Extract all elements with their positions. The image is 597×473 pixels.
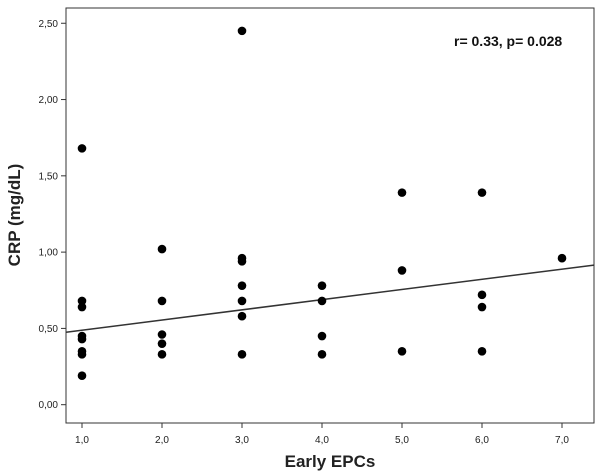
data-point [157, 330, 167, 339]
data-point [77, 371, 87, 381]
data-point [77, 334, 87, 344]
data-point [77, 296, 87, 306]
data-point [557, 253, 567, 263]
data-point [477, 346, 487, 356]
x-tick-label: 2,0 [155, 435, 169, 446]
regression-line [65, 264, 595, 333]
x-tick-label: 4,0 [315, 435, 329, 446]
data-point [317, 281, 327, 290]
data-point [237, 281, 247, 290]
data-point [397, 266, 407, 275]
data-point [237, 256, 247, 266]
data-point [237, 296, 247, 306]
y-axis-title: CRP (mg/dL) [5, 164, 24, 267]
y-tick-label: 0,50 [39, 324, 59, 335]
x-axis-title: Early EPCs [285, 452, 376, 471]
y-tick-label: 1,00 [39, 248, 59, 259]
y-tick-label: 2,50 [39, 19, 59, 30]
data-point [477, 302, 487, 312]
data-point [157, 339, 167, 348]
data-point [77, 144, 87, 153]
data-point [317, 331, 327, 341]
data-point [237, 311, 247, 321]
data-point [157, 244, 167, 254]
x-tick-label: 1,0 [75, 435, 89, 446]
x-axis: 1,0 2,0 3,0 4,0 5,0 6,0 7,0 [75, 423, 569, 446]
y-tick-label: 1,50 [39, 171, 59, 182]
data-point [477, 290, 487, 300]
data-point [77, 302, 87, 312]
x-tick-label: 3,0 [235, 435, 249, 446]
data-point [317, 296, 327, 306]
data-point [157, 296, 167, 306]
x-tick-label: 5,0 [395, 435, 409, 446]
data-point [237, 26, 247, 36]
fit-line [65, 264, 595, 333]
data-point [157, 350, 167, 359]
x-tick-label: 7,0 [555, 435, 569, 446]
correlation-annotation: r= 0.33, p= 0.028 [454, 33, 562, 49]
data-point [77, 350, 87, 359]
data-points [77, 26, 567, 381]
plot-area [65, 7, 595, 424]
y-tick-label: 2,00 [39, 95, 59, 106]
x-tick-label: 6,0 [475, 435, 489, 446]
y-tick-label: 0,00 [39, 400, 59, 411]
y-axis: 0,00 0,50 1,00 1,50 2,00 2,50 [39, 19, 66, 411]
data-point [397, 188, 407, 197]
data-point [237, 350, 247, 359]
data-point [477, 188, 487, 197]
data-point [317, 350, 327, 359]
data-point [397, 346, 407, 356]
